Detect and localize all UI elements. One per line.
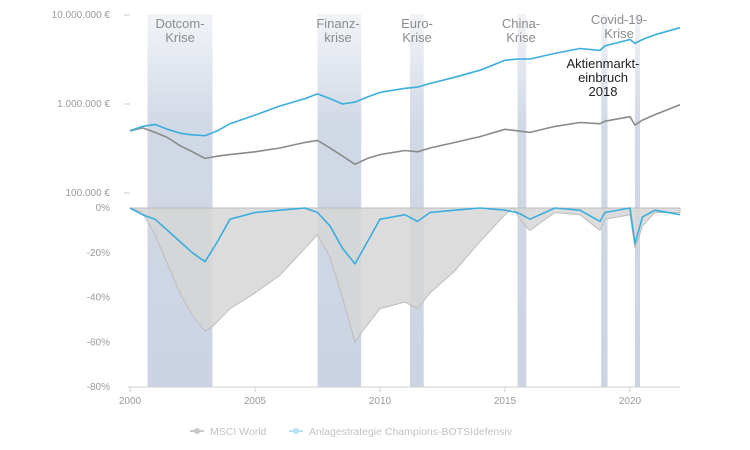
crisis-band-3 [517, 14, 527, 387]
legend-marker [194, 428, 200, 434]
crisis-label-2: Euro-Krise [401, 16, 433, 45]
crisis-label-4: Aktienmarkt-einbruch 2018 [567, 56, 640, 99]
x-tick-label: 2020 [619, 396, 642, 407]
value-panel: 10.000.000 € 1.000.000 € 100.000 € [52, 10, 681, 199]
x-tick-label: 2010 [369, 396, 392, 407]
y-tick-label: -80% [87, 382, 110, 393]
crisis-band-2 [410, 14, 424, 387]
crisis-band-4 [601, 14, 608, 387]
crisis-label-3: China-Krise [502, 16, 540, 45]
y-tick-label: -40% [87, 293, 110, 304]
legend-label: Anlagestrategie Champions-BOTSIdefensiv [309, 426, 513, 438]
crisis-band-5 [635, 14, 640, 387]
champions-drawdown-line [129, 207, 681, 265]
x-tick-label: 2000 [119, 396, 142, 407]
y-tick-label: 100.000 € [66, 188, 111, 199]
crisis-label-5: Covid-19-Krise [591, 12, 647, 41]
champions-line [129, 26, 681, 137]
crisis-band-0 [147, 14, 213, 387]
legend: MSCI World Anlagestrategie Champions-BOTS… [190, 426, 513, 438]
drawdown-panel: 0% -20% -40% -60% -80% 2000 2005 2010 2015 2020 [87, 203, 681, 407]
y-tick-label: -20% [87, 248, 110, 259]
y-tick-label: 1.000.000 € [57, 99, 110, 110]
x-tick-label: 2005 [244, 396, 267, 407]
crisis-bands [147, 14, 640, 387]
y-tick-label: 10.000.000 € [52, 10, 111, 21]
crisis-label-0: Dotcom-Krise [155, 16, 204, 45]
legend-marker [293, 428, 299, 434]
y-tick-label: -60% [87, 337, 110, 348]
msci-world-line [129, 104, 681, 166]
msci-world-drawdown-area [129, 207, 681, 344]
crisis-labels: Dotcom-Krise Finanz-krise Euro-Krise China-… [155, 12, 647, 99]
legend-label: MSCI World [210, 426, 267, 438]
x-tick-label: 2015 [494, 396, 517, 407]
crisis-label-1: Finanz-krise [316, 16, 359, 45]
y-tick-label: 0% [96, 203, 111, 214]
